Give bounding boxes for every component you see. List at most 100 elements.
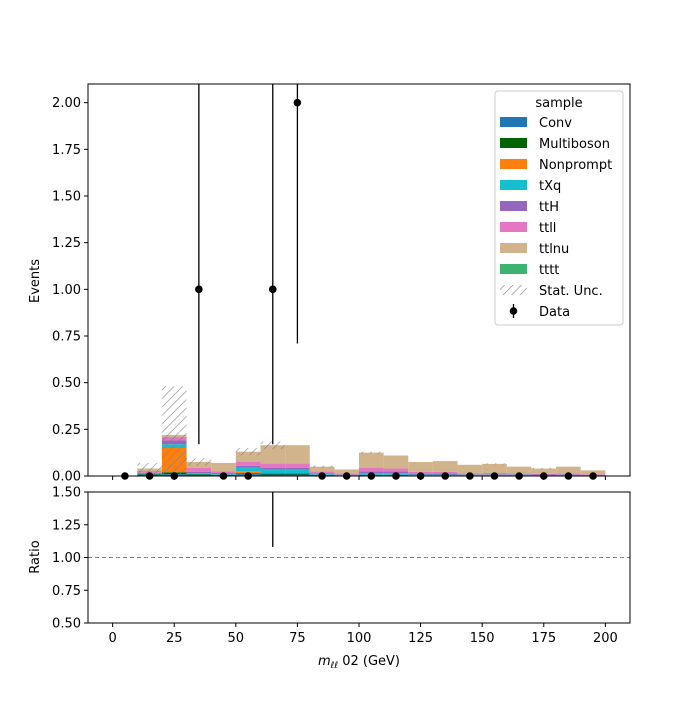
bar-ttlnu-12 <box>432 461 458 472</box>
bar-ttlnu-11 <box>408 462 433 472</box>
legend-label-tttt: tttt <box>539 263 559 278</box>
ratio-x-tick-label-2: 50 <box>228 631 245 646</box>
main-y-tick-label-0: 0.00 <box>52 470 81 485</box>
legend-swatch-tth <box>500 201 527 211</box>
legend-swatch-ttlnu <box>500 243 527 253</box>
legend-label-conv: Conv <box>539 116 572 131</box>
bar-ttlnu-9 <box>359 452 384 468</box>
x-axis-label: mℓℓ 02 (GeV) <box>318 654 400 671</box>
legend-entries: Conv Multiboson Nonprompt tXq ttH ttll ttlnu tt… <box>500 116 612 320</box>
stat-unc-band-1 <box>161 386 187 476</box>
bar-multiboson-5 <box>260 473 286 475</box>
bar-txq-5 <box>260 469 286 474</box>
bar-ttlnu-15 <box>506 466 532 474</box>
stat-unc-band-2 <box>186 458 212 466</box>
x-axis-label-main: m <box>318 654 331 669</box>
data-point-6 <box>268 285 277 294</box>
bar-txq-6 <box>285 469 310 474</box>
legend: sample Conv Multiboson Nonprompt tXq ttH ttll… <box>494 90 624 326</box>
ratio-plot-background <box>88 492 630 623</box>
legend-label-data: Data <box>539 305 570 320</box>
ratio-x-tick-label-8: 200 <box>593 631 618 646</box>
main-panel: 0.00 0.25 0.50 0.75 1.00 1.25 1.50 1.75 2.00 Eve… <box>28 83 631 485</box>
bar-ttlnu-7 <box>309 466 335 472</box>
ratio-y-tick-label-3: 1.25 <box>52 518 81 533</box>
data-point-7 <box>293 98 302 107</box>
stat-unc-bands <box>137 386 557 476</box>
stat-unc-band-16 <box>531 467 557 470</box>
bar-ttlnu-13 <box>457 464 483 474</box>
bar-ttlnu-14 <box>482 463 507 474</box>
ratio-x-tick-label-6: 150 <box>470 631 495 646</box>
main-y-ticks: 0.00 0.25 0.50 0.75 1.00 1.25 1.50 1.75 2.00 <box>52 96 88 485</box>
bar-ttlnu-3 <box>211 462 236 472</box>
main-y-axis-label: Events <box>28 259 43 303</box>
ratio-x-ticks: 0 25 50 75 100 125 150 175 200 <box>108 623 618 646</box>
ratio-y-tick-label-4: 1.50 <box>52 486 81 501</box>
bar-ttlnu-16 <box>531 468 557 474</box>
main-y-tick-label-8: 2.00 <box>52 96 81 111</box>
bar-ttlnu-10 <box>383 455 409 469</box>
x-axis-label-rest: 02 (GeV) <box>338 654 400 669</box>
legend-label-ttll: ttll <box>539 221 556 236</box>
main-y-tick-label-7: 1.75 <box>52 143 81 158</box>
bar-tth-4 <box>235 465 261 468</box>
bar-conv-5 <box>260 474 286 476</box>
ratio-x-tick-label-5: 125 <box>408 631 433 646</box>
ratio-y-tick-label-0: 0.50 <box>52 617 81 632</box>
main-y-tick-label-3: 0.75 <box>52 330 81 345</box>
bar-multiboson-2 <box>186 474 212 476</box>
bar-ttlnu-5 <box>260 445 286 464</box>
bar-ttlnu-8 <box>334 469 359 474</box>
legend-swatch-tttt <box>500 264 527 274</box>
bar-ttlnu-17 <box>556 466 581 474</box>
x-axis-label-sub: ℓℓ <box>330 661 338 671</box>
ratio-x-tick-label-3: 75 <box>289 631 306 646</box>
main-x-ticks <box>112 476 606 480</box>
bar-ttll-5 <box>260 463 286 468</box>
bar-multiboson-6 <box>285 473 310 475</box>
stat-unc-band-7 <box>309 465 335 468</box>
main-y-tick-label-5: 1.25 <box>52 236 81 251</box>
bar-conv-6 <box>285 474 310 476</box>
bar-ttll-4 <box>235 462 261 466</box>
legend-label-tth: ttH <box>539 200 559 215</box>
legend-swatch-stat-unc <box>500 285 527 295</box>
stat-unc-band-14 <box>482 463 507 465</box>
ratio-y-axis-label: Ratio <box>28 540 43 573</box>
main-y-tick-label-4: 1.00 <box>52 283 81 298</box>
main-y-tick-label-1: 0.25 <box>52 423 81 438</box>
stat-unc-band-9 <box>359 451 384 454</box>
legend-swatch-ttll <box>500 222 527 232</box>
bar-ttll-2 <box>186 467 212 472</box>
bar-txq-2 <box>186 473 212 475</box>
ratio-y-ticks: 0.50 0.75 1.00 1.25 1.50 <box>52 486 88 632</box>
bar-ttll-6 <box>285 463 310 468</box>
legend-swatch-txq <box>500 180 527 190</box>
legend-swatch-conv <box>500 117 527 127</box>
ratio-x-tick-label-1: 25 <box>166 631 183 646</box>
legend-label-ttlnu: ttlnu <box>539 242 569 257</box>
bar-tth-5 <box>260 467 286 470</box>
legend-swatch-multiboson <box>500 138 527 148</box>
ratio-y-tick-label-2: 1.00 <box>52 551 81 566</box>
main-y-tick-label-6: 1.50 <box>52 190 81 205</box>
data-point-3 <box>195 285 203 294</box>
legend-swatch-nonprompt <box>500 159 527 169</box>
stat-unc-band-5 <box>260 441 286 449</box>
legend-label-txq: tXq <box>539 179 561 194</box>
legend-title: sample <box>535 96 582 111</box>
ratio-panel: 0.50 0.75 1.00 1.25 1.50 0 25 50 75 100 125 150 175… <box>28 486 631 671</box>
legend-label-multiboson: Multiboson <box>539 137 610 152</box>
bar-ttll-10 <box>383 468 409 472</box>
ratio-y-tick-label-1: 0.75 <box>52 584 81 599</box>
bar-ttlnu-6 <box>285 445 310 464</box>
legend-label-nonprompt: Nonprompt <box>539 158 612 173</box>
bar-ttlnu-4 <box>235 451 261 462</box>
bar-ttll-3 <box>211 471 236 474</box>
ratio-x-tick-label-4: 100 <box>347 631 372 646</box>
stat-unc-band-0 <box>137 462 162 475</box>
stat-unc-band-4 <box>235 448 261 456</box>
